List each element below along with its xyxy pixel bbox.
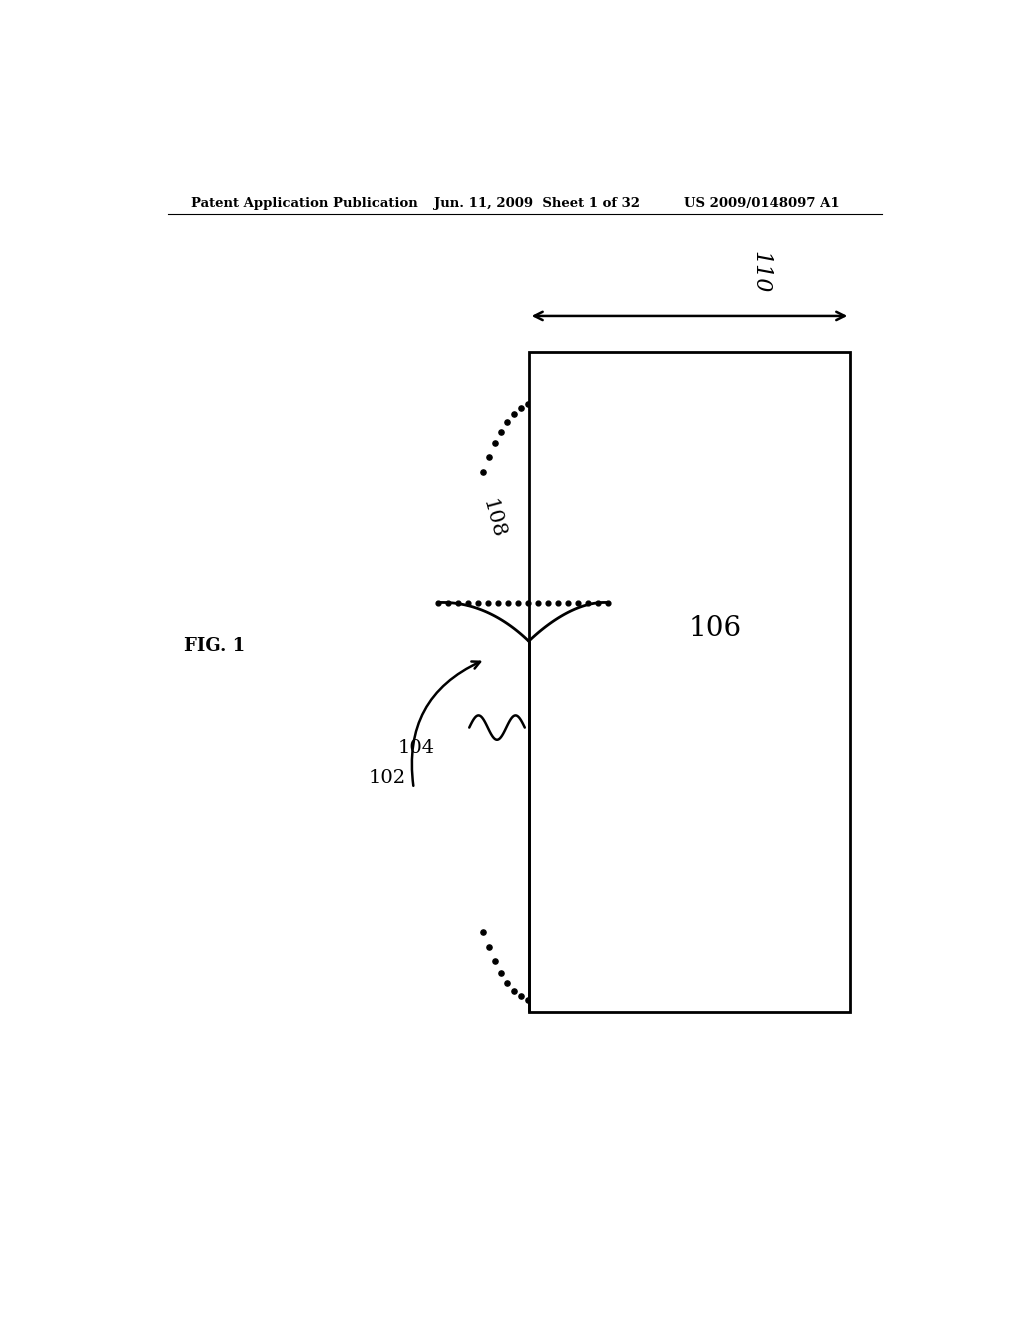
Point [598,858,614,879]
Point [480,446,497,467]
Point [519,990,536,1011]
Point [519,591,536,612]
Point [584,915,600,936]
Point [611,717,628,738]
Point [506,979,522,1001]
Point [610,742,627,763]
Point [610,642,627,663]
Point [506,404,522,425]
Point [493,962,509,983]
Text: 108: 108 [478,498,508,541]
Point [589,898,605,919]
Bar [528,351,850,1012]
Point [604,814,621,836]
Text: FIG. 1: FIG. 1 [183,638,245,655]
Point [486,433,503,454]
Point [510,591,526,612]
Point [611,692,628,713]
Point [594,504,610,525]
Point [609,767,626,788]
Point [600,591,616,612]
Point [601,837,617,858]
Point [590,591,606,612]
Point [580,591,596,612]
Point [560,414,577,436]
Point [601,546,617,568]
Point [499,972,515,993]
Point [550,591,566,612]
Point [569,591,586,612]
Point [529,591,546,612]
Text: Jun. 11, 2009  Sheet 1 of 32: Jun. 11, 2009 Sheet 1 of 32 [433,197,640,210]
Point [560,591,577,612]
Point [598,525,614,546]
Point [579,453,595,474]
Point [450,591,466,612]
Point [489,591,506,612]
Point [475,462,492,483]
Text: US 2009/0148097 A1: US 2009/0148097 A1 [684,197,839,210]
Point [541,395,557,416]
Point [500,591,516,612]
Text: 102: 102 [369,770,406,788]
Point [475,921,492,942]
Point [584,469,600,490]
Point [607,593,624,614]
Point [573,945,590,966]
Point [573,438,590,459]
Point [541,989,557,1010]
Point [479,591,496,612]
Point [526,392,543,413]
Point [554,407,570,428]
Point [607,791,624,812]
Point [512,397,528,418]
Point [480,937,497,958]
Point [554,977,570,998]
Point [589,486,605,507]
Point [609,616,626,638]
Point [547,983,563,1005]
Point [429,591,445,612]
Point [579,931,595,952]
Point [540,591,556,612]
Point [439,591,456,612]
Point [547,400,563,421]
Point [567,425,584,446]
Point [526,991,543,1012]
Point [604,569,621,590]
Text: 110: 110 [750,251,771,293]
Point [594,878,610,899]
Point [519,393,536,414]
Text: 106: 106 [688,615,741,643]
Point [469,591,485,612]
Point [611,667,628,688]
Point [499,412,515,433]
Text: Patent Application Publication: Patent Application Publication [191,197,418,210]
Point [560,969,577,990]
Point [534,392,550,413]
Text: 104: 104 [397,739,435,756]
Point [534,991,550,1012]
Point [460,591,476,612]
Point [486,950,503,972]
Point [493,421,509,442]
Point [512,986,528,1007]
Point [567,958,584,979]
